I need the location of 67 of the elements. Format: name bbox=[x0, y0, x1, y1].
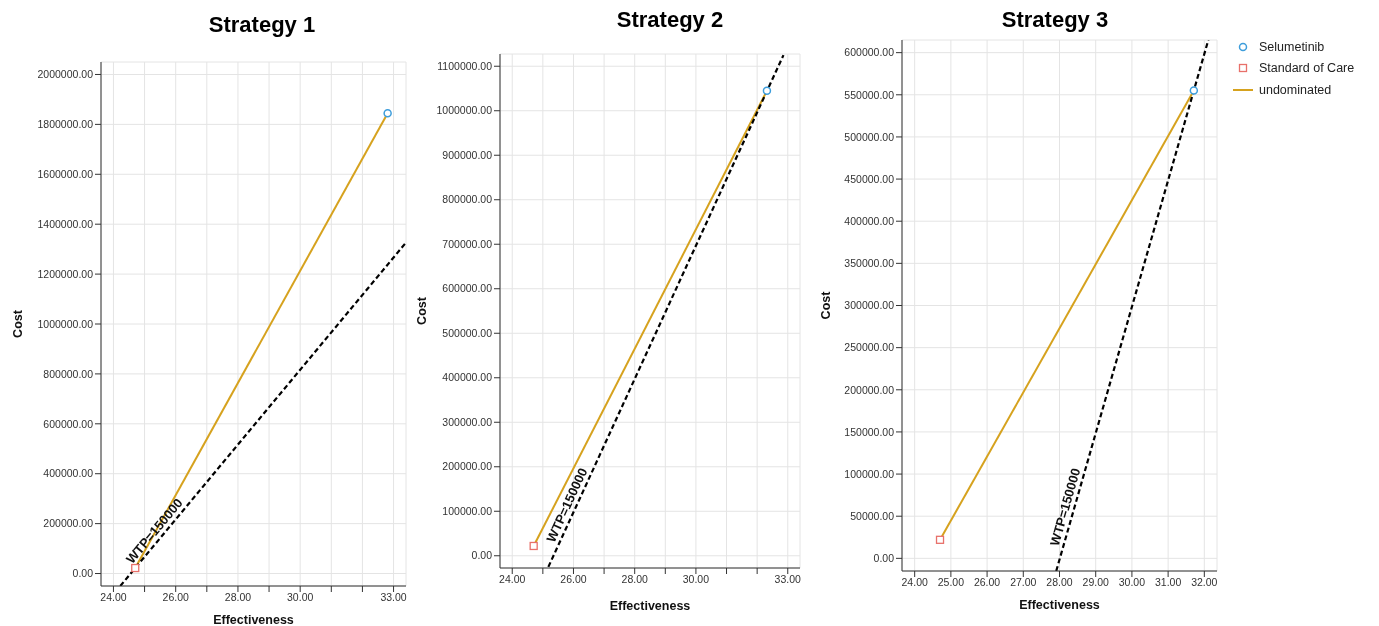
y-tick-label: 800000.00 bbox=[43, 367, 94, 380]
y-tick-label: 350000.00 bbox=[844, 257, 895, 270]
y-tick-label: 300000.00 bbox=[442, 415, 493, 428]
y-tick-label: 200000.00 bbox=[43, 517, 94, 530]
x-tick-label: 30.00 bbox=[1118, 576, 1146, 589]
y-tick-label: 100000.00 bbox=[844, 467, 895, 480]
chart-title: Strategy 2 bbox=[615, 7, 725, 33]
x-tick-label: 30.00 bbox=[682, 573, 710, 586]
y-tick-label: 550000.00 bbox=[844, 88, 895, 101]
y-tick-label: 400000.00 bbox=[844, 214, 895, 227]
y-tick-label: 250000.00 bbox=[844, 341, 895, 354]
y-tick-label: 1400000.00 bbox=[37, 217, 94, 230]
x-axis-title: Effectiveness bbox=[213, 613, 294, 626]
x-tick-label: 27.00 bbox=[1010, 576, 1037, 589]
legend-label: Standard of Care bbox=[1259, 61, 1355, 76]
y-tick-label: 100000.00 bbox=[442, 504, 493, 517]
y-tick-label: 1000000.00 bbox=[37, 317, 94, 330]
legend-label: Selumetinib bbox=[1259, 39, 1325, 54]
y-tick-label: 50000.00 bbox=[850, 509, 895, 522]
x-tick-label: 29.00 bbox=[1082, 576, 1109, 589]
x-tick-label: 24.00 bbox=[100, 591, 127, 604]
y-tick-label: 500000.00 bbox=[844, 130, 895, 143]
y-tick-label: 150000.00 bbox=[844, 425, 895, 438]
x-tick-label: 24.00 bbox=[901, 576, 928, 589]
y-tick-label: 400000.00 bbox=[442, 371, 493, 384]
y-axis-title: Cost bbox=[11, 309, 26, 338]
y-tick-label: 400000.00 bbox=[43, 467, 94, 480]
y-tick-label: 1000000.00 bbox=[436, 104, 493, 117]
x-tick-label: 26.00 bbox=[162, 591, 189, 604]
y-tick-label: 2000000.00 bbox=[37, 68, 94, 81]
x-tick-label: 28.00 bbox=[621, 573, 648, 586]
y-axis-title: Cost bbox=[415, 296, 430, 325]
y-tick-label: 500000.00 bbox=[442, 326, 493, 339]
x-tick-label: 30.00 bbox=[287, 591, 314, 604]
y-tick-label: 700000.00 bbox=[442, 237, 493, 250]
x-tick-label: 25.00 bbox=[937, 576, 965, 589]
y-tick-label: 600000.00 bbox=[844, 46, 895, 59]
y-tick-label: 0.00 bbox=[72, 567, 94, 580]
x-axis-title: Effectiveness bbox=[1019, 598, 1100, 612]
x-tick-label: 26.00 bbox=[560, 573, 587, 586]
y-tick-label: 1200000.00 bbox=[37, 267, 94, 280]
x-tick-label: 24.00 bbox=[499, 573, 526, 586]
y-tick-label: 800000.00 bbox=[442, 193, 493, 206]
y-tick-label: 1800000.00 bbox=[37, 118, 94, 131]
chart-title: Strategy 1 bbox=[207, 12, 317, 38]
y-tick-label: 1100000.00 bbox=[437, 59, 493, 72]
y-tick-label: 600000.00 bbox=[43, 417, 94, 430]
y-tick-label: 0.00 bbox=[471, 549, 493, 562]
y-tick-label: 900000.00 bbox=[442, 148, 493, 161]
y-tick-label: 1600000.00 bbox=[37, 168, 94, 181]
x-tick-label: 28.00 bbox=[1046, 576, 1073, 589]
x-tick-label: 31.00 bbox=[1154, 576, 1182, 589]
x-tick-label: 26.00 bbox=[973, 576, 1001, 589]
y-tick-label: 200000.00 bbox=[442, 460, 493, 473]
x-tick-label: 32.00 bbox=[1191, 576, 1218, 589]
chart-title: Strategy 3 bbox=[1000, 7, 1110, 33]
x-tick-label: 33.00 bbox=[380, 591, 407, 604]
y-tick-label: 300000.00 bbox=[844, 299, 895, 312]
x-axis-title: Effectiveness bbox=[609, 599, 691, 613]
y-axis-title: Cost bbox=[819, 290, 834, 320]
legend-label: undominated bbox=[1259, 82, 1332, 97]
y-tick-label: 600000.00 bbox=[442, 282, 493, 295]
x-tick-label: 28.00 bbox=[224, 591, 252, 604]
x-tick-label: 33.00 bbox=[774, 573, 802, 586]
y-tick-label: 200000.00 bbox=[844, 383, 895, 396]
y-tick-label: 450000.00 bbox=[844, 172, 895, 185]
y-tick-label: 0.00 bbox=[873, 552, 895, 565]
